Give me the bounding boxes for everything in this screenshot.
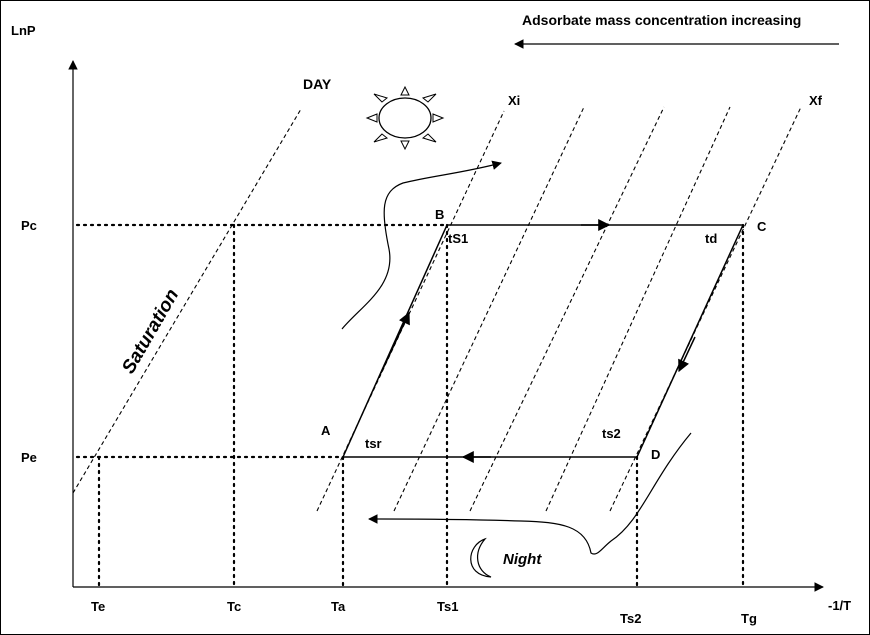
saturation-line [72,108,302,494]
cycle-edge-ab [342,224,448,458]
isostere-2 [393,106,585,512]
night-flow-arrow [368,432,692,555]
process-ts2-label: ts2 [602,426,621,441]
day-flow-arrow [341,160,502,330]
process-tsr-label: tsr [365,436,382,451]
tick-pc: Pc [21,218,37,233]
isostere-xi-label: Xi [508,93,520,108]
arrow-ab [380,311,410,374]
isostere-4 [545,106,731,512]
point-a-label: A [321,423,331,438]
tick-tc: Tc [227,599,241,614]
cycle-edge-cd [636,224,744,458]
tick-ta: Ta [331,599,346,614]
header-text: Adsorbate mass concentration increasing [522,12,801,28]
isostere-3 [469,106,665,512]
isostere-xf [609,106,802,512]
day-label: DAY [303,76,332,92]
tick-ts2: Ts2 [620,611,641,626]
x-axis-label: -1/T [828,598,851,613]
point-c-label: C [757,219,767,234]
night-label: Night [503,551,542,568]
point-d-label: D [651,447,660,462]
arrow-cd [678,336,696,373]
tick-tg: Tg [741,611,757,626]
process-ts1-label: tS1 [448,231,468,246]
y-axis-label: LnP [11,23,36,38]
process-td-label: td [705,231,717,246]
tick-te: Te [91,599,105,614]
tick-ts1: Ts1 [437,599,458,614]
point-b-label: B [435,207,444,222]
tick-pe: Pe [21,450,37,465]
isostere-xf-label: Xf [809,93,823,108]
sun-icon [365,85,445,151]
crescent-moon-icon [470,537,492,578]
saturation-label: Saturation [118,286,183,378]
